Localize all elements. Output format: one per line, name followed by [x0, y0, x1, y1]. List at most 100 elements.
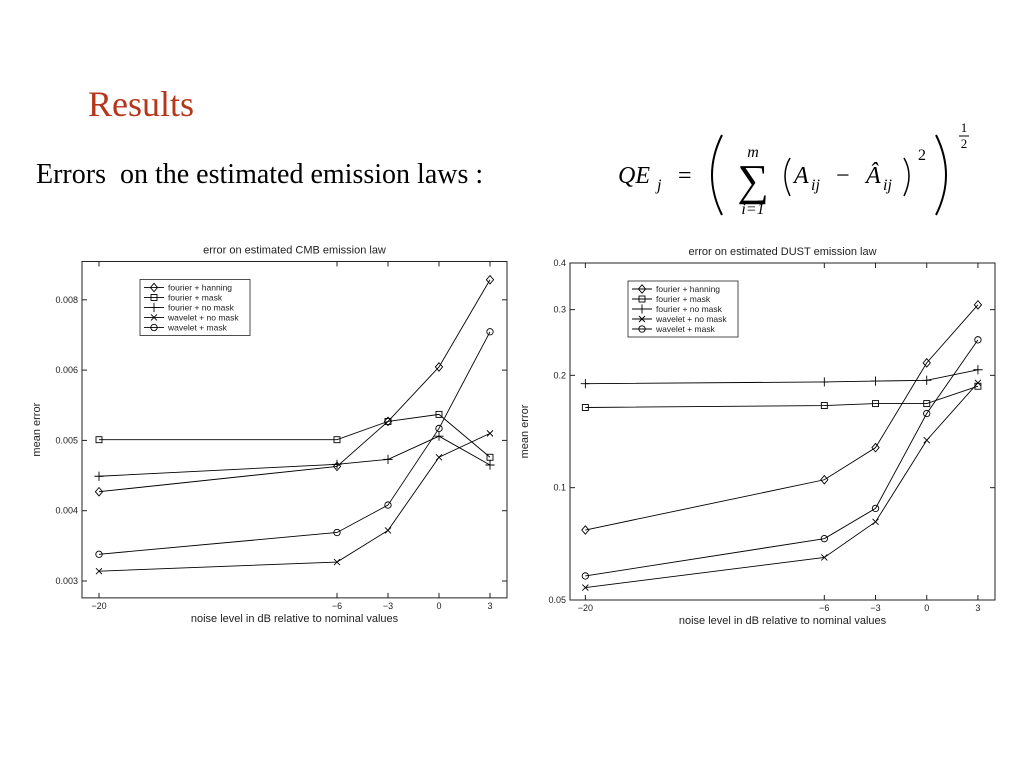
formula-sum-top: m [747, 144, 759, 161]
marker [820, 535, 828, 543]
x-tick-label: 0 [436, 601, 441, 611]
legend-marker [149, 302, 159, 313]
legend-marker [637, 284, 647, 294]
marker [95, 567, 103, 575]
y-tick-label: 0.4 [553, 258, 566, 268]
marker [384, 527, 392, 534]
y-axis-label: mean error [31, 402, 43, 456]
marker [922, 357, 931, 368]
series-line [585, 369, 979, 385]
marker [384, 501, 392, 509]
x-tick-label: 3 [487, 601, 492, 611]
x-axis-label: noise level in dB relative to nominal va… [191, 613, 399, 625]
legend-label: wavelet + mask [655, 324, 716, 334]
marker [333, 528, 341, 537]
marker [486, 328, 494, 336]
y-tick-label: 0.05 [548, 595, 566, 605]
y-tick-label: 0.1 [553, 483, 566, 493]
marker [485, 274, 495, 285]
legend-label: fourier + mask [656, 294, 711, 304]
x-tick-label: 0 [924, 603, 929, 613]
marker [95, 550, 103, 558]
marker [871, 442, 880, 453]
marker [95, 436, 103, 444]
series-line [98, 435, 491, 477]
paren [784, 157, 791, 197]
legend-marker [150, 314, 158, 321]
formula-sum-bottom: i=1 [741, 201, 764, 218]
series-line [98, 331, 491, 555]
marker [581, 404, 589, 411]
marker [820, 402, 828, 409]
x-tick-label: −20 [91, 601, 106, 611]
legend-label: fourier + hanning [168, 282, 232, 292]
y-tick-label: 0.004 [55, 506, 78, 516]
marker [923, 436, 931, 444]
legend-marker [638, 315, 646, 323]
chart-title: error on estimated DUST emission law [688, 246, 876, 258]
legend-marker [638, 325, 646, 333]
marker [435, 424, 443, 433]
marker [923, 409, 931, 418]
legend-label: fourier + hanning [656, 284, 720, 294]
marker [434, 362, 444, 372]
marker [486, 453, 494, 461]
marker [332, 459, 342, 469]
marker [332, 461, 342, 472]
legend-marker [149, 282, 159, 293]
slide-title: Results [88, 84, 194, 124]
marker [581, 525, 590, 535]
formula-lhs-sub: j [655, 177, 662, 194]
formula-exp-den: 2 [961, 136, 968, 151]
marker [871, 504, 880, 513]
marker [820, 554, 828, 561]
legend-marker [637, 304, 647, 314]
marker [974, 336, 982, 344]
marker [434, 431, 444, 441]
marker [581, 572, 590, 580]
marker [973, 365, 983, 375]
paren [711, 134, 723, 216]
x-tick-label: −3 [870, 603, 880, 613]
chart: error on estimated DUST emission law nois… [519, 246, 996, 627]
marker [384, 417, 392, 425]
y-tick-label: 0.008 [55, 295, 78, 305]
formula-minus: − [836, 163, 850, 189]
legend-label: fourier + mask [168, 292, 223, 302]
paren [903, 157, 910, 197]
series-line [585, 339, 979, 577]
marker [333, 436, 341, 444]
marker [819, 377, 829, 387]
formula-square: 2 [918, 147, 926, 164]
marker [973, 299, 983, 310]
formula-ahat-sub: ij [883, 177, 892, 194]
legend-label: fourier + no mask [656, 304, 723, 314]
marker [580, 379, 590, 389]
y-tick-label: 0.006 [55, 365, 78, 375]
formula-sum: ∑ [737, 156, 768, 205]
y-tick-label: 0.2 [553, 370, 566, 380]
plot-frame [569, 262, 996, 601]
legend-marker [150, 323, 158, 332]
chart-title: error on estimated CMB emission law [203, 244, 386, 256]
marker [974, 379, 982, 387]
marker [94, 471, 104, 481]
series-line [99, 413, 491, 458]
legend-label: wavelet + no mask [167, 312, 239, 322]
formula-a-sub: ij [811, 177, 820, 194]
marker [922, 375, 932, 385]
formula-exp-num: 1 [961, 120, 968, 135]
y-tick-label: 0.003 [55, 576, 78, 586]
legend-label: wavelet + no mask [655, 314, 727, 324]
marker [872, 400, 879, 408]
chart: error on estimated CMB emission law noise… [31, 244, 508, 625]
marker [333, 558, 341, 566]
x-tick-label: −6 [332, 601, 342, 611]
plot-frame [81, 260, 508, 599]
marker [383, 416, 393, 427]
legend-label: wavelet + mask [167, 322, 228, 332]
legend-marker [638, 295, 646, 303]
marker [435, 410, 443, 418]
marker [923, 400, 931, 408]
